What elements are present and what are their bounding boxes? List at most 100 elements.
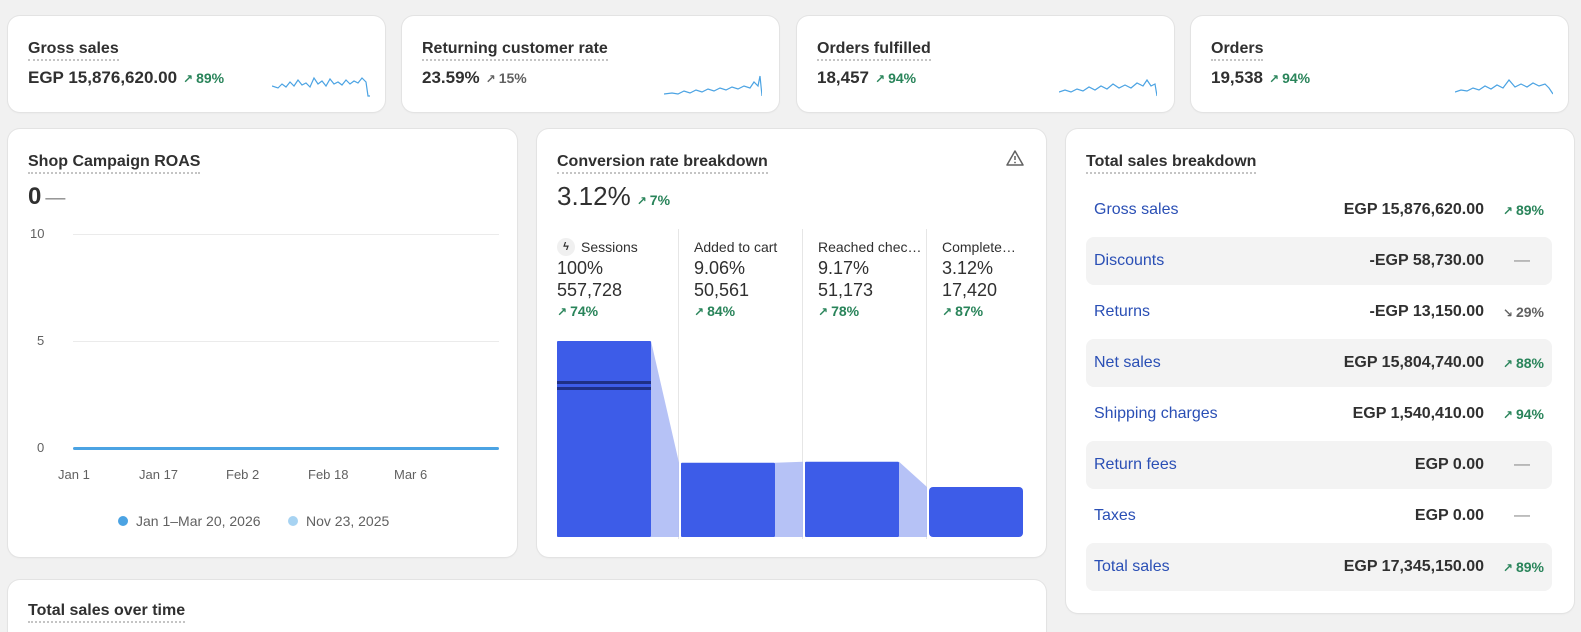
breakdown-row-name[interactable]: Returns [1094, 303, 1151, 320]
x-tick: Jan 17 [139, 467, 179, 482]
roas-title[interactable]: Shop Campaign ROAS [28, 153, 201, 174]
breakdown-row-name[interactable]: Return fees [1094, 456, 1177, 473]
legend-dot [118, 516, 128, 526]
legend-item-current[interactable]: Jan 1–Mar 20, 2026 [118, 513, 261, 529]
divider [802, 229, 803, 539]
metric-value: 19,538 ↗ 94% [1211, 68, 1311, 87]
breakdown-row[interactable]: Total sales EGP 17,345,150.00 ↗ 89% [1086, 543, 1552, 591]
breakdown-row[interactable]: Shipping charges EGP 1,540,410.00 ↗ 94% [1086, 390, 1552, 438]
arrow-up-icon: ↗ [875, 72, 886, 86]
breakdown-row-name[interactable]: Taxes [1094, 507, 1136, 524]
breakdown-row[interactable]: Returns -EGP 13,150.00 ↘ 29% [1086, 288, 1552, 336]
conversion-card[interactable]: Conversion rate breakdown 3.12% ↗ 7% ϟ Sess… [537, 129, 1046, 557]
sparkline-chart [664, 75, 762, 97]
breakdown-row-change: — [1514, 456, 1530, 473]
arrow-up-icon: ↗ [1502, 204, 1513, 218]
y-tick: 0 [37, 440, 45, 455]
arrow-up-icon: ↗ [1502, 408, 1513, 422]
funnel-connector [899, 461, 927, 537]
metric-title[interactable]: Returning customer rate [422, 40, 608, 61]
breakdown-row-change: ↘ 29% [1502, 304, 1544, 320]
breakdown-row[interactable]: Net sales EGP 15,804,740.00 ↗ 88% [1086, 339, 1552, 387]
y-tick: 10 [30, 226, 45, 241]
breakdown-title[interactable]: Total sales breakdown [1086, 153, 1257, 174]
arrow-down-icon: ↘ [1502, 306, 1513, 320]
total-sales-over-time-title[interactable]: Total sales over time [28, 602, 186, 623]
breakdown-row-change: ↗ 88% [1502, 355, 1544, 371]
breakdown-row-amount: EGP 17,345,150.00 [1343, 558, 1484, 575]
breakdown-row[interactable]: Taxes EGP 0.00 — [1086, 492, 1552, 540]
funnel-connector [775, 461, 803, 537]
breakdown-row[interactable]: Return fees EGP 0.00 — [1086, 441, 1552, 489]
warning-icon[interactable] [1006, 149, 1024, 167]
breakdown-row-name[interactable]: Discounts [1094, 252, 1165, 269]
stage-completed: Complete… 3.12% 17,420 ↗ 87% [942, 239, 1016, 319]
metric-card-gross-sales[interactable]: Gross sales EGP 15,876,620.00 ↗ 89% [8, 16, 385, 112]
x-tick: Feb 2 [226, 467, 260, 482]
funnel-bar[interactable] [557, 341, 651, 537]
stage-added-to-cart: Added to cart 9.06% 50,561 ↗ 84% [694, 239, 778, 319]
roas-card[interactable]: Shop Campaign ROAS 0— 10 5 0 Jan 1 Jan 1… [8, 129, 517, 557]
funnel-bar[interactable] [929, 487, 1023, 537]
legend-item-comparison[interactable]: Nov 23, 2025 [288, 513, 389, 529]
metric-title[interactable]: Orders [1211, 40, 1264, 61]
series-line [73, 447, 499, 450]
metric-card-orders-fulfilled[interactable]: Orders fulfilled 18,457 ↗ 94% [797, 16, 1174, 112]
breakdown-row-change: ↗ 89% [1502, 559, 1544, 575]
metric-card-returning-customer-rate[interactable]: Returning customer rate 23.59% ↗ 15% [402, 16, 779, 112]
metric-title[interactable]: Gross sales [28, 40, 119, 61]
total-sales-over-time-card[interactable]: Total sales over time [8, 580, 1046, 632]
legend-dot [288, 516, 298, 526]
metric-value: 23.59% ↗ 15% [422, 68, 527, 87]
arrow-up-icon: ↗ [942, 305, 953, 319]
conversion-title[interactable]: Conversion rate breakdown [557, 153, 768, 174]
breakdown-row-amount: EGP 15,804,740.00 [1343, 354, 1484, 371]
metric-value: 18,457 ↗ 94% [817, 68, 917, 87]
breakdown-row-amount: -EGP 13,150.00 [1369, 303, 1484, 320]
stage-reached-checkout: Reached chec… 9.17% 51,173 ↗ 78% [818, 239, 922, 319]
breakdown-row-name[interactable]: Net sales [1094, 354, 1161, 371]
breakdown-row[interactable]: Discounts -EGP 58,730.00 — [1086, 237, 1552, 285]
funnel-connector [651, 341, 679, 537]
breakdown-row-change: — [1514, 507, 1530, 524]
stage-sessions: ϟ Sessions 100% 557,728 ↗ 74% [557, 238, 638, 319]
x-tick: Feb 18 [308, 467, 349, 482]
axis-break-mark [557, 381, 651, 384]
divider [926, 229, 927, 539]
roas-value: 0— [28, 183, 66, 210]
arrow-up-icon: ↗ [1502, 357, 1513, 371]
sparkline-chart [1059, 78, 1157, 97]
arrow-up-icon: ↗ [694, 305, 705, 319]
funnel-bar[interactable] [805, 461, 899, 537]
arrow-up-icon: ↗ [1269, 72, 1280, 86]
breakdown-row-amount: -EGP 58,730.00 [1369, 252, 1484, 269]
breakdown-row-name[interactable]: Shipping charges [1094, 405, 1218, 422]
axis-break-mark [557, 387, 651, 390]
funnel-bar[interactable] [681, 462, 775, 537]
arrow-up-icon: ↗ [818, 305, 829, 319]
breakdown-row-amount: EGP 1,540,410.00 [1352, 405, 1484, 422]
x-tick: Mar 6 [394, 467, 428, 482]
metric-value: EGP 15,876,620.00 ↗ 89% [28, 68, 225, 87]
breakdown-row-amount: EGP 0.00 [1414, 456, 1484, 473]
metric-card-orders[interactable]: Orders 19,538 ↗ 94% [1191, 16, 1568, 112]
breakdown-row-amount: EGP 15,876,620.00 [1343, 201, 1484, 218]
breakdown-row-name[interactable]: Total sales [1094, 558, 1170, 575]
gridline [73, 341, 499, 342]
funnel-chart [557, 341, 1023, 537]
breakdown-card[interactable]: Total sales breakdown Gross sales EGP 15,… [1066, 129, 1574, 613]
breakdown-row-amount: EGP 0.00 [1414, 507, 1484, 524]
gridline [73, 234, 499, 235]
sparkline-chart [272, 76, 370, 97]
breakdown-row-change: ↗ 94% [1502, 406, 1544, 422]
arrow-up-icon: ↗ [183, 72, 194, 86]
arrow-up-icon: ↗ [557, 305, 568, 319]
arrow-up-icon: ↗ [1502, 561, 1513, 575]
metric-title[interactable]: Orders fulfilled [817, 40, 931, 61]
sessions-icon: ϟ [557, 238, 575, 256]
breakdown-row-change: ↗ 89% [1502, 202, 1544, 218]
arrow-up-icon: ↗ [636, 194, 647, 208]
y-tick: 5 [37, 333, 45, 348]
breakdown-row-name[interactable]: Gross sales [1094, 201, 1179, 218]
breakdown-row[interactable]: Gross sales EGP 15,876,620.00 ↗ 89% [1086, 186, 1552, 234]
